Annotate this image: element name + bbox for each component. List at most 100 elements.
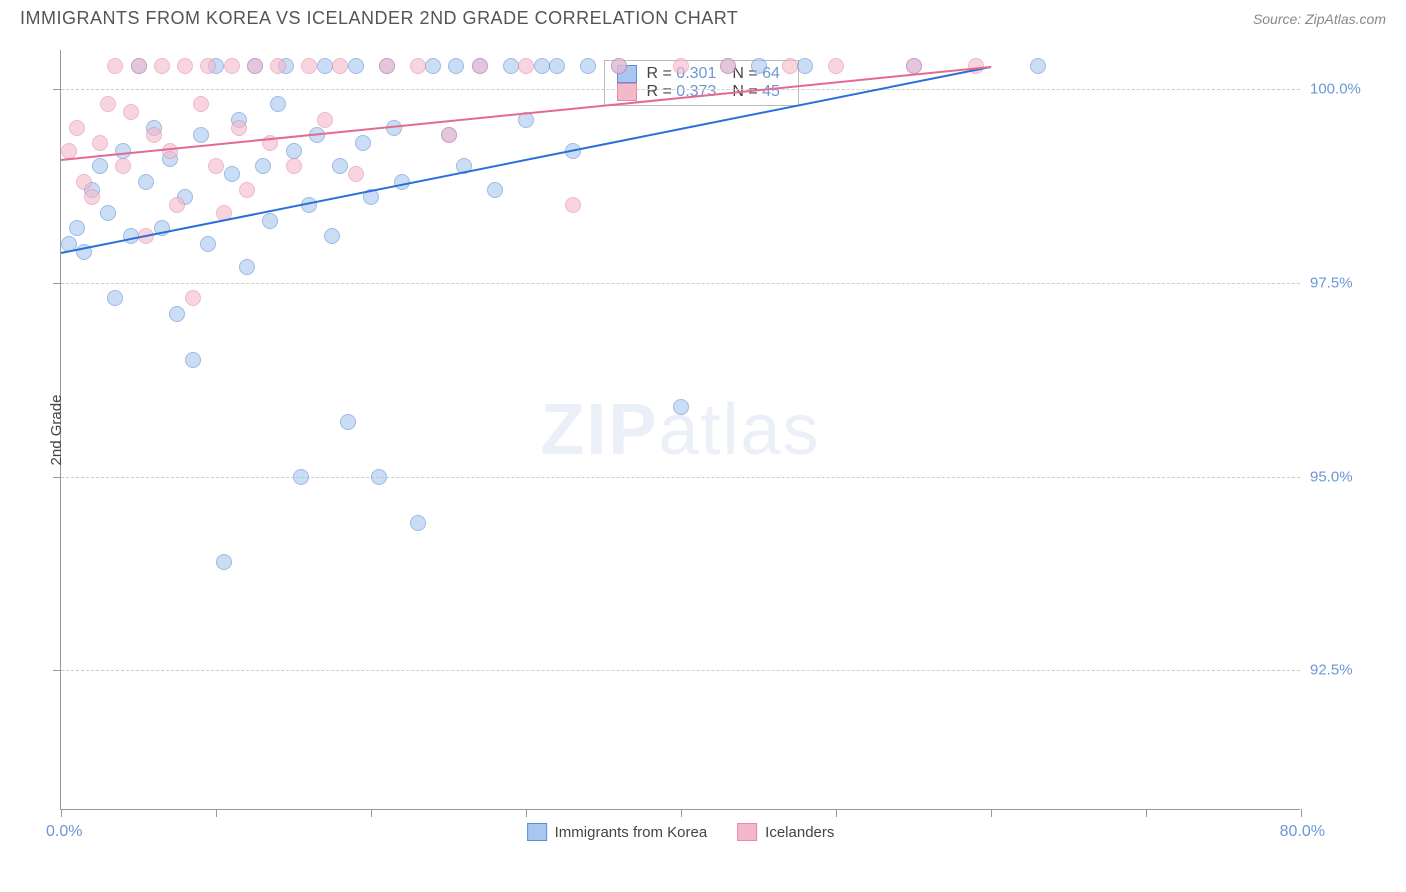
data-point xyxy=(270,58,286,74)
y-tick xyxy=(53,670,61,671)
data-point xyxy=(565,197,581,213)
x-tick xyxy=(1146,809,1147,817)
scatter-chart: 2nd Grade ZIPatlas 0.0% 80.0% R = 0.301N… xyxy=(60,50,1300,810)
x-tick xyxy=(1301,809,1302,817)
data-point xyxy=(673,58,689,74)
data-point xyxy=(441,127,457,143)
data-point xyxy=(92,135,108,151)
correlation-stats-box: R = 0.301N = 64R = 0.373N = 45 xyxy=(604,60,799,106)
data-point xyxy=(200,58,216,74)
gridline-h xyxy=(61,670,1300,671)
data-point xyxy=(270,96,286,112)
trend-line xyxy=(61,66,991,254)
data-point xyxy=(348,58,364,74)
data-point xyxy=(100,205,116,221)
watermark-bold: ZIP xyxy=(540,390,658,470)
data-point xyxy=(262,213,278,229)
chart-title: IMMIGRANTS FROM KOREA VS ICELANDER 2ND G… xyxy=(20,8,738,29)
source-attribution: Source: ZipAtlas.com xyxy=(1253,11,1386,27)
data-point xyxy=(286,158,302,174)
data-point xyxy=(410,58,426,74)
data-point xyxy=(185,290,201,306)
data-point xyxy=(797,58,813,74)
trend-line xyxy=(61,66,991,161)
data-point xyxy=(611,58,627,74)
data-point xyxy=(371,469,387,485)
legend-item-icelanders: Icelanders xyxy=(737,823,834,841)
data-point xyxy=(317,112,333,128)
data-point xyxy=(154,58,170,74)
y-tick-label: 92.5% xyxy=(1310,662,1390,679)
data-point xyxy=(518,58,534,74)
data-point xyxy=(906,58,922,74)
data-point xyxy=(751,58,767,74)
chart-legend: Immigrants from Korea Icelanders xyxy=(527,823,835,841)
data-point xyxy=(255,158,271,174)
data-point xyxy=(115,143,131,159)
x-tick xyxy=(836,809,837,817)
data-point xyxy=(69,220,85,236)
legend-item-korea: Immigrants from Korea xyxy=(527,823,708,841)
chart-header: IMMIGRANTS FROM KOREA VS ICELANDER 2ND G… xyxy=(0,0,1406,29)
data-point xyxy=(317,58,333,74)
data-point xyxy=(115,158,131,174)
data-point xyxy=(107,58,123,74)
data-point xyxy=(425,58,441,74)
data-point xyxy=(100,96,116,112)
data-point xyxy=(169,197,185,213)
data-point xyxy=(348,166,364,182)
stats-n-value: 45 xyxy=(762,83,780,100)
data-point xyxy=(239,182,255,198)
data-point xyxy=(828,58,844,74)
data-point xyxy=(487,182,503,198)
data-point xyxy=(200,236,216,252)
data-point xyxy=(146,127,162,143)
data-point xyxy=(123,104,139,120)
data-point xyxy=(301,58,317,74)
stats-row: R = 0.373N = 45 xyxy=(617,83,786,101)
y-tick xyxy=(53,283,61,284)
data-point xyxy=(332,58,348,74)
data-point xyxy=(534,58,550,74)
x-tick xyxy=(991,809,992,817)
legend-label-icelanders: Icelanders xyxy=(765,824,834,841)
data-point xyxy=(131,58,147,74)
data-point xyxy=(1030,58,1046,74)
data-point xyxy=(76,174,92,190)
data-point xyxy=(782,58,798,74)
data-point xyxy=(286,143,302,159)
data-point xyxy=(332,158,348,174)
data-point xyxy=(162,143,178,159)
x-tick xyxy=(371,809,372,817)
data-point xyxy=(231,120,247,136)
data-point xyxy=(92,158,108,174)
legend-label-korea: Immigrants from Korea xyxy=(555,824,708,841)
y-tick-label: 100.0% xyxy=(1310,80,1390,97)
legend-swatch-icelanders xyxy=(737,823,757,841)
y-axis-title: 2nd Grade xyxy=(48,394,65,465)
y-tick-label: 95.0% xyxy=(1310,468,1390,485)
data-point xyxy=(107,290,123,306)
data-point xyxy=(355,135,371,151)
data-point xyxy=(673,399,689,415)
data-point xyxy=(472,58,488,74)
data-point xyxy=(84,189,100,205)
data-point xyxy=(720,58,736,74)
y-tick xyxy=(53,477,61,478)
data-point xyxy=(224,58,240,74)
data-point xyxy=(193,96,209,112)
data-point xyxy=(293,469,309,485)
data-point xyxy=(410,515,426,531)
data-point xyxy=(216,554,232,570)
data-point xyxy=(169,306,185,322)
data-point xyxy=(580,58,596,74)
gridline-h xyxy=(61,283,1300,284)
x-tick xyxy=(526,809,527,817)
y-tick xyxy=(53,89,61,90)
data-point xyxy=(448,58,464,74)
data-point xyxy=(69,120,85,136)
data-point xyxy=(503,58,519,74)
data-point xyxy=(379,58,395,74)
x-axis-label-max: 80.0% xyxy=(1280,823,1325,841)
gridline-h xyxy=(61,89,1300,90)
